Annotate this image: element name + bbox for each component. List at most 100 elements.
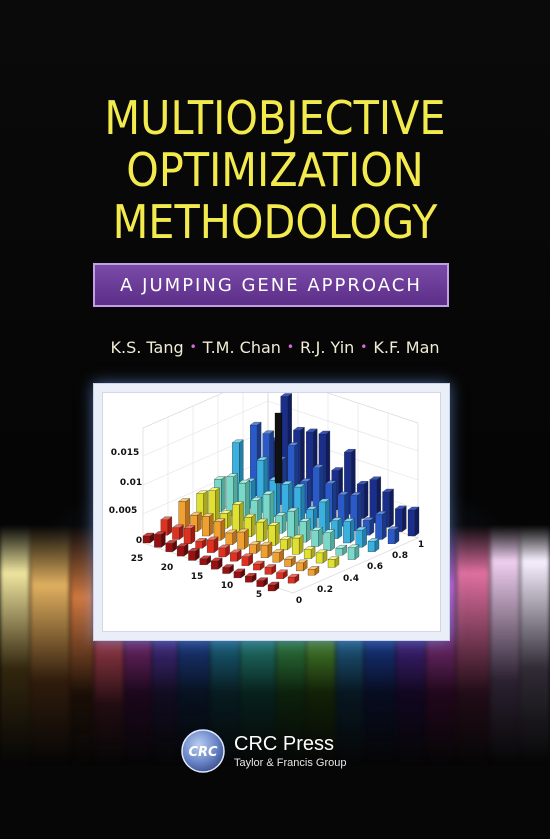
title-line-1: MULTIOBJECTIVE — [28, 92, 523, 144]
bar-front-face — [280, 540, 287, 550]
logo-text: CRC — [188, 745, 218, 760]
bar-front-face — [324, 533, 331, 551]
crc-press-logo: CRC — [180, 728, 226, 774]
bar-side-face — [402, 506, 406, 532]
publisher-name: CRC Press — [234, 733, 346, 755]
bar-side-face — [319, 527, 323, 546]
left-axis-tick-label: 15 — [191, 572, 204, 582]
bar-front-face — [304, 550, 311, 559]
bar-front-face — [308, 569, 315, 575]
bar-side-face — [197, 512, 201, 531]
bar-side-face — [382, 511, 386, 539]
bar-front-face — [237, 532, 244, 549]
bar-front-face — [234, 572, 241, 578]
bar-side-face — [251, 514, 255, 537]
bar-side-face — [415, 507, 419, 536]
bar-front-face — [316, 553, 323, 563]
subtitle-text: A JUMPING GENE APPROACH — [120, 275, 422, 296]
bar-side-face — [282, 513, 286, 534]
bar-front-face — [143, 536, 150, 543]
bar-side-face — [221, 519, 225, 541]
bar-side-face — [244, 529, 248, 549]
right-axis-tick-label: 0.2 — [317, 585, 333, 595]
bar-front-face — [375, 514, 382, 539]
bar-front-face — [284, 559, 291, 566]
bar-side-face — [216, 488, 220, 524]
left-axis-tick-label: 20 — [161, 563, 174, 573]
bar-front-face — [336, 548, 343, 555]
bar-side-face — [350, 518, 354, 543]
bar-front-face — [154, 534, 161, 547]
bar-front-face — [188, 551, 195, 560]
3d-bar-chart-illustration: 0.015 0.01 0.005 0 25 20 15 10 5 0 0.2 0… — [103, 393, 440, 631]
bar-side-face — [390, 489, 394, 527]
right-axis-tick-label: 1 — [418, 540, 424, 550]
bar-side-face — [221, 476, 225, 511]
bar-front-face — [202, 516, 209, 536]
bar-side-face — [191, 526, 195, 544]
bar-front-face — [288, 577, 295, 583]
bar-front-face — [408, 510, 415, 536]
bar-front-face — [292, 538, 299, 554]
bar-side-face — [306, 519, 310, 543]
cover-figure: 0.015 0.01 0.005 0 25 20 15 10 5 0 0.2 0… — [102, 392, 441, 632]
bar-front-face — [179, 501, 186, 527]
cover-figure-frame: 0.015 0.01 0.005 0 25 20 15 10 5 0 0.2 0… — [93, 383, 450, 641]
z-tick-label: 0.005 — [109, 506, 137, 516]
z-tick-label: 0.015 — [111, 448, 139, 458]
bar-front-face — [232, 505, 239, 533]
bar-side-face — [239, 502, 243, 533]
bar-front-face — [200, 559, 207, 565]
grid-line — [143, 401, 268, 456]
bar-side-face — [299, 535, 303, 554]
publisher-group: Taylor & Francis Group — [234, 755, 346, 771]
bar-side-face — [186, 498, 190, 527]
bar-front-face — [296, 563, 303, 571]
left-axis-tick-label: 10 — [221, 581, 234, 591]
bar-side-face — [338, 518, 342, 539]
bar-side-face — [209, 513, 213, 536]
bar-front-face — [312, 530, 319, 546]
z-tick-label: 0.01 — [120, 478, 142, 488]
bar-side-face — [263, 519, 267, 541]
author-name: T.M. Chan — [203, 338, 281, 357]
bar-side-face — [331, 530, 335, 551]
bar-front-face — [343, 521, 350, 543]
author-name: K.S. Tang — [110, 338, 183, 357]
z-tick-label: 0 — [136, 536, 142, 546]
bar-side-face — [332, 481, 336, 522]
bar-front-face — [388, 530, 395, 544]
bar-front-face — [348, 548, 355, 560]
bar-front-face — [172, 528, 179, 540]
title-line-2: OPTIMIZATION — [28, 144, 523, 196]
left-axis-tick-label: 5 — [256, 590, 262, 600]
bar-side-face — [294, 508, 298, 538]
author-separator: • — [360, 340, 367, 354]
publisher-block: CRC Press Taylor & Francis Group — [234, 733, 346, 771]
bar-front-face — [226, 533, 233, 545]
author-name: K.F. Man — [373, 338, 439, 357]
bar-front-face — [276, 573, 283, 579]
bar-front-face — [287, 511, 294, 538]
bar-front-face — [256, 522, 263, 541]
bar-side-face — [313, 507, 317, 530]
bar-front-face — [265, 567, 272, 574]
grid-line — [143, 430, 268, 485]
bar-side-face — [357, 492, 361, 530]
bar-front-face — [177, 546, 184, 556]
bar-side-face — [326, 499, 330, 534]
bar-front-face — [275, 413, 282, 483]
bar-front-face — [242, 557, 249, 566]
bar-side-face — [364, 481, 368, 518]
bar-front-face — [207, 540, 214, 553]
bar-front-face — [184, 529, 191, 544]
title-line-3: METHODOLOGY — [28, 196, 523, 248]
bar-front-face — [249, 545, 256, 554]
subtitle-banner: A JUMPING GENE APPROACH — [93, 263, 449, 307]
bar-front-face — [268, 585, 275, 591]
author-name: R.J. Yin — [300, 338, 354, 357]
bar-side-face — [168, 517, 172, 535]
bar-front-face — [219, 548, 226, 557]
right-axis-tick-label: 0.8 — [392, 551, 408, 561]
author-separator: • — [190, 340, 197, 354]
